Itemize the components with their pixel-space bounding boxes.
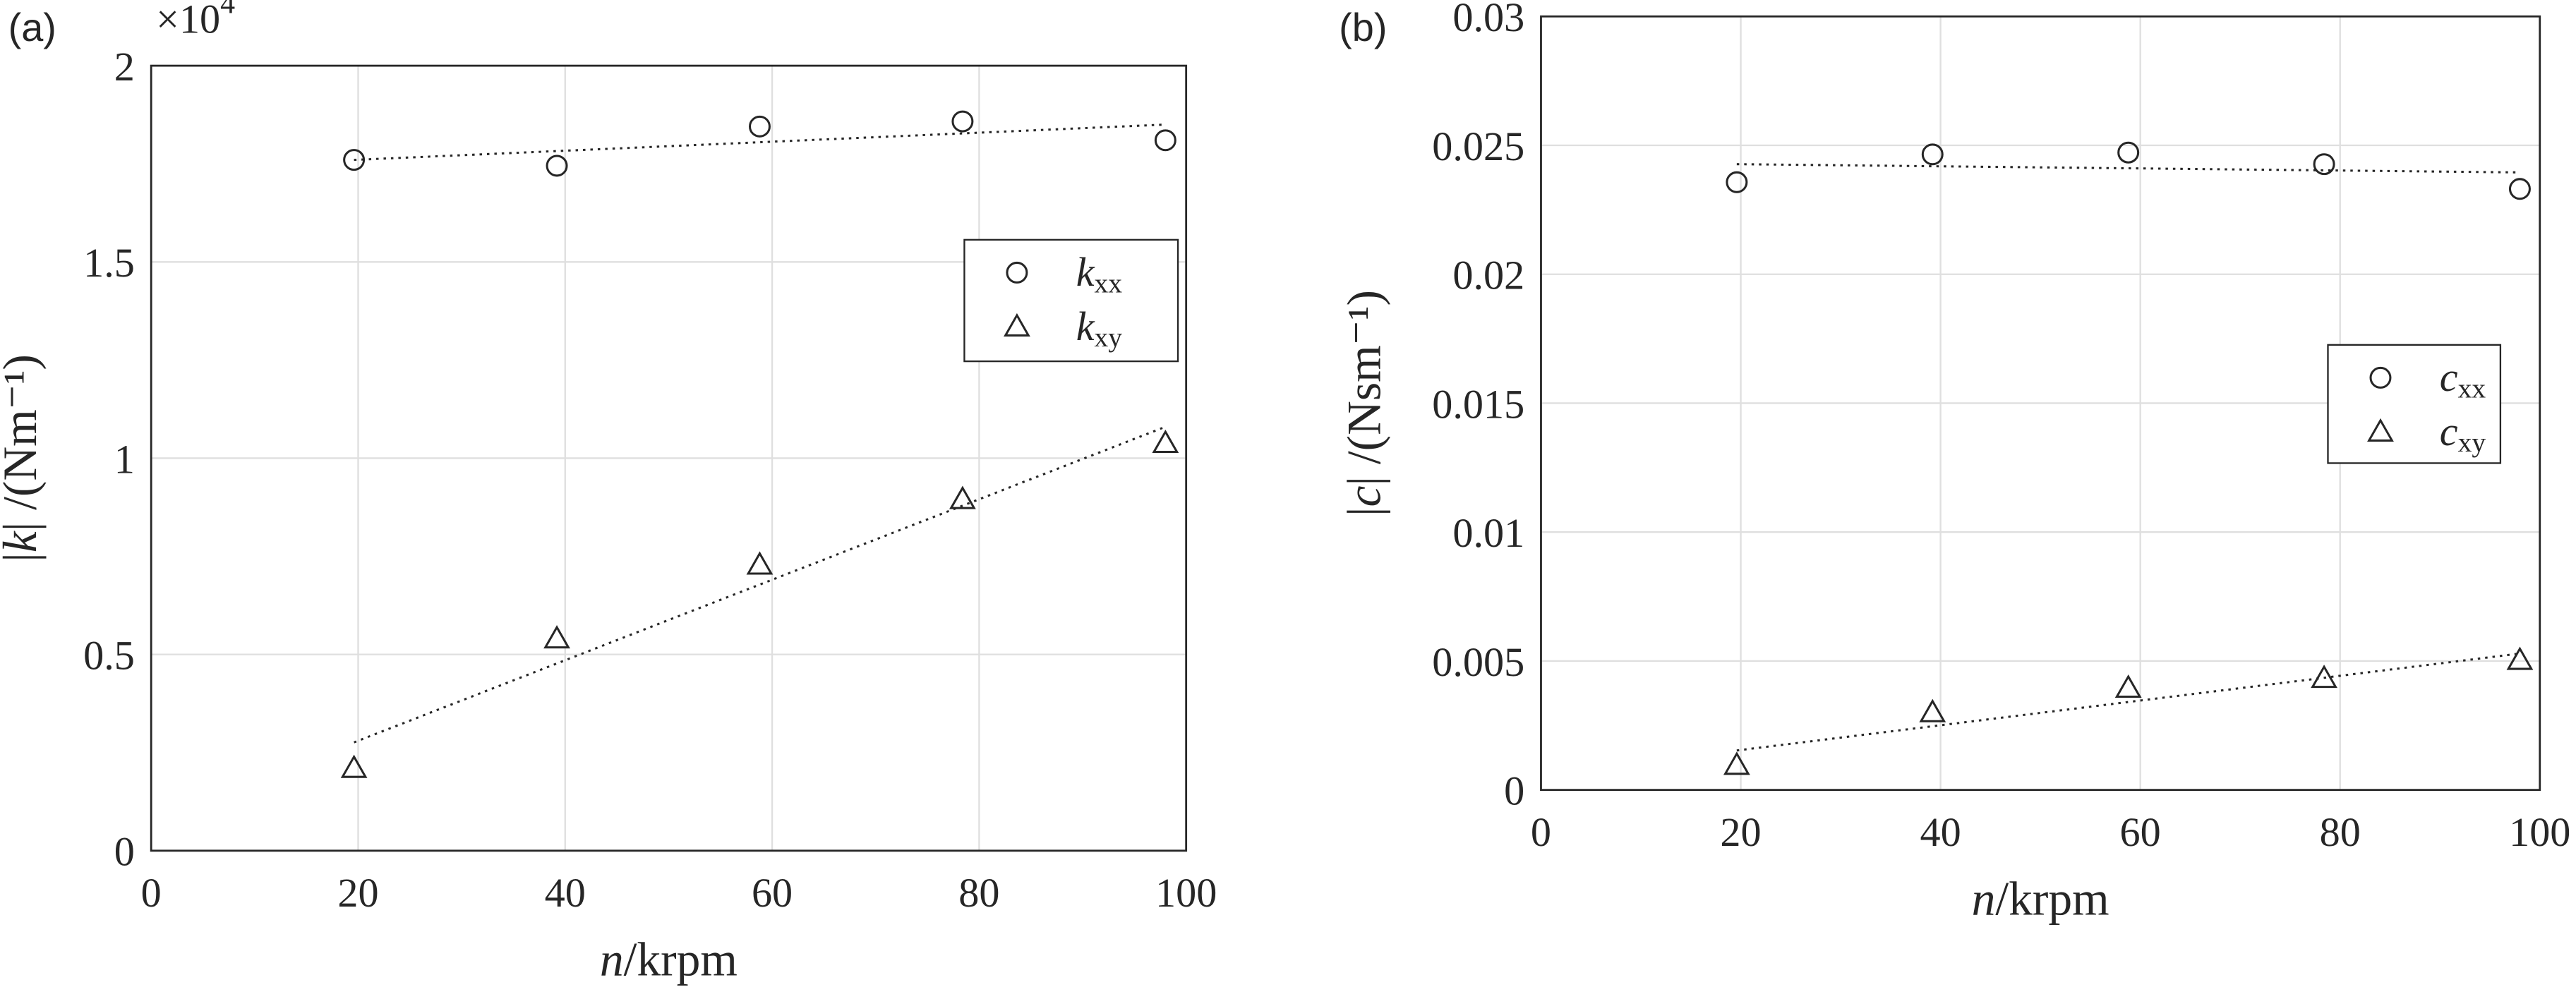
y-tick-label: 0.025 [1432,123,1524,169]
y-label-bar: | [1337,507,1390,516]
legend-label: kxx [1076,249,1123,298]
multiplier-base: ×10 [156,0,220,42]
marker [340,754,368,778]
y-axis-label: |k| /(Nm⁻¹) [0,354,47,562]
y-label-bar: | [0,510,47,531]
y-axis-label: |c| /(Nsm⁻¹) [1337,290,1390,516]
marker [1919,698,1946,722]
legend-subscript: xx [1095,267,1123,298]
marker [546,155,568,177]
x-tick-label: 100 [2509,809,2570,855]
y-tick-label: 2 [114,44,135,90]
marker [2117,141,2140,164]
x-tick-label: 100 [1155,870,1217,916]
legend-name: c [2440,408,2458,454]
marker [2508,178,2531,200]
y-label-variable: c [1337,485,1390,507]
x-tick-label: 20 [1720,809,1761,855]
marker [2367,418,2394,442]
marker [748,115,771,138]
x-label-variable: n [600,933,624,986]
marker [543,625,570,649]
marker [1004,313,1030,337]
y-tick-label: 0 [1504,768,1524,814]
x-tick-label: 40 [1920,809,1961,855]
y-tick-label: 0.02 [1452,253,1524,298]
marker [1154,129,1176,152]
x-axis-label: n/krpm [1972,873,2109,926]
y-tick-label: 0.5 [83,633,135,679]
legend-box [2327,344,2502,464]
x-tick-label: 0 [1531,809,1551,855]
trend-line [354,123,1166,162]
y-label-unit: /(Nm⁻¹) [0,354,47,510]
x-label-variable: n [1972,873,1996,926]
y-multiplier: ×104 [156,0,235,42]
y-label-bar: | [1337,464,1390,485]
marker [2369,366,2392,389]
marker [2114,674,2142,698]
y-label-variable: k [0,531,47,552]
y-label-unit: /(Nsm⁻¹) [1337,290,1390,464]
legend-subscript: xy [2458,427,2486,458]
panel-label: (b) [1339,5,1387,49]
x-tick-label: 20 [337,870,378,916]
x-tick-label: 60 [2120,809,2161,855]
x-tick-label: 80 [2320,809,2361,855]
marker [343,149,366,171]
legend-name: k [1076,249,1095,295]
x-tick-label: 0 [141,870,162,916]
legend-label: kxy [1076,303,1123,353]
marker [746,551,774,575]
trend-line [1736,652,2520,752]
x-tick-label: 80 [958,870,999,916]
marker [2313,153,2335,176]
marker [951,110,974,133]
marker [1921,143,1944,166]
marker [1006,261,1028,284]
marker [2311,665,2337,689]
legend-label: cxy [2440,408,2486,458]
y-tick-label: 1 [114,436,135,482]
y-label-bar: | [0,552,47,562]
legend-name: k [1076,303,1095,349]
x-tick-label: 60 [752,870,793,916]
marker [1726,171,1748,193]
plot-frame [150,64,1188,852]
marker [2506,646,2534,670]
marker [949,485,976,509]
y-tick-label: 1.5 [83,240,135,286]
y-tick-label: 0 [114,829,135,875]
multiplier-exponent: 4 [220,0,235,20]
y-tick-label: 0.005 [1432,639,1524,685]
x-label-unit: /krpm [624,933,738,986]
y-tick-label: 0.01 [1452,510,1524,556]
plot-frame [1540,15,2541,792]
legend-box [963,238,1179,363]
trend-line [1736,163,2520,174]
x-axis-label: n/krpm [600,933,738,986]
trend-line [354,425,1166,744]
marker [1723,751,1750,775]
legend-label: cxx [2440,354,2486,404]
panel-label: (a) [8,5,56,49]
legend-subscript: xx [2458,373,2486,404]
x-tick-label: 40 [545,870,586,916]
chart: 0 20 40 60 80 100 0 0.005 0.01 0.015 0.02 0.025 0.03… [1337,0,2570,926]
x-label-unit: /krpm [1995,873,2109,926]
y-tick-label: 0.03 [1452,0,1524,40]
y-tick-label: 0.015 [1432,381,1524,427]
legend-subscript: xy [1095,322,1123,353]
marker [1152,429,1179,454]
legend-name: c [2440,354,2458,400]
